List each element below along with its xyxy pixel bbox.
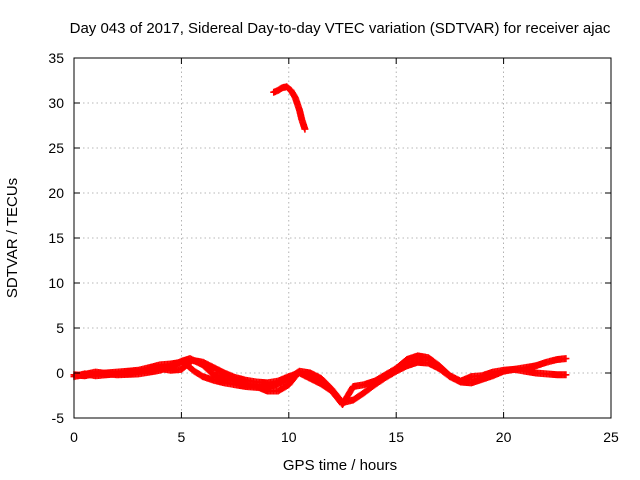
y-tick-label: 10 xyxy=(48,275,64,291)
data-point xyxy=(301,125,309,133)
y-tick-label: -5 xyxy=(52,410,65,426)
x-tick-label: 0 xyxy=(70,429,78,445)
data-series-4 xyxy=(270,83,309,133)
y-axis-title: SDTVAR / TECUs xyxy=(4,178,21,298)
data-point xyxy=(291,373,299,381)
y-tick-label: 30 xyxy=(48,95,64,111)
x-axis-title: GPS time / hours xyxy=(283,457,397,474)
x-tick-label: 15 xyxy=(388,429,404,445)
y-tick-label: 0 xyxy=(56,365,64,381)
y-tick-label: 20 xyxy=(48,185,64,201)
y-tick-label: 35 xyxy=(48,50,64,66)
axis-ticks: 0 5 10 15 20 25 -5 0 5 10 15 20 25 30 35 xyxy=(48,50,619,445)
data-point xyxy=(562,371,570,379)
x-tick-label: 25 xyxy=(603,429,619,445)
y-tick-label: 15 xyxy=(48,230,64,246)
x-tick-label: 10 xyxy=(281,429,297,445)
data-series-3 xyxy=(74,355,299,395)
x-tick-label: 5 xyxy=(178,429,186,445)
x-tick-label: 20 xyxy=(496,429,512,445)
chart-title: Day 043 of 2017, Sidereal Day-to-day VTE… xyxy=(70,20,611,37)
grid-lines xyxy=(74,58,611,418)
y-tick-label: 25 xyxy=(48,140,64,156)
data-point xyxy=(562,355,570,363)
data-point xyxy=(290,374,298,382)
data-series-2 xyxy=(70,352,570,408)
data-series xyxy=(70,83,570,408)
y-tick-label: 5 xyxy=(56,320,64,336)
